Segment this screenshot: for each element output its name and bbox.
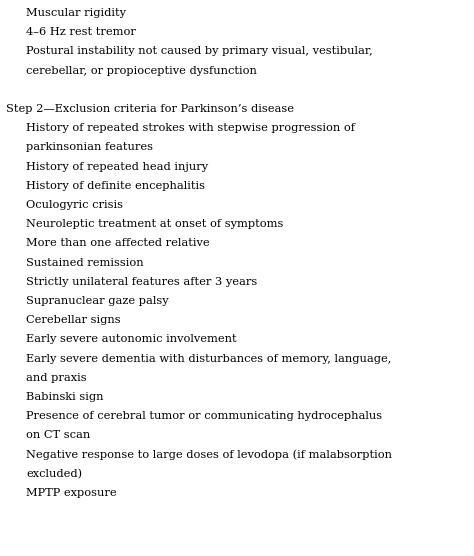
- Text: History of definite encephalitis: History of definite encephalitis: [26, 181, 205, 191]
- Text: 4–6 Hz rest tremor: 4–6 Hz rest tremor: [26, 27, 136, 37]
- Text: Early severe autonomic involvement: Early severe autonomic involvement: [26, 334, 237, 344]
- Text: Sustained remission: Sustained remission: [26, 257, 144, 267]
- Text: Presence of cerebral tumor or communicating hydrocephalus: Presence of cerebral tumor or communicat…: [26, 411, 382, 421]
- Text: Supranuclear gaze palsy: Supranuclear gaze palsy: [26, 296, 169, 306]
- Text: and praxis: and praxis: [26, 373, 87, 383]
- Text: History of repeated head injury: History of repeated head injury: [26, 162, 208, 172]
- Text: Strictly unilateral features after 3 years: Strictly unilateral features after 3 yea…: [26, 277, 257, 287]
- Text: cerebellar, or propioceptive dysfunction: cerebellar, or propioceptive dysfunction: [26, 66, 257, 76]
- Text: More than one affected relative: More than one affected relative: [26, 239, 210, 249]
- Text: Early severe dementia with disturbances of memory, language,: Early severe dementia with disturbances …: [26, 354, 392, 364]
- Text: MPTP exposure: MPTP exposure: [26, 488, 117, 498]
- Text: excluded): excluded): [26, 469, 82, 479]
- Text: Cerebellar signs: Cerebellar signs: [26, 315, 120, 325]
- Text: Negative response to large doses of levodopa (if malabsorption: Negative response to large doses of levo…: [26, 450, 392, 460]
- Text: parkinsonian features: parkinsonian features: [26, 142, 153, 152]
- Text: Postural instability not caused by primary visual, vestibular,: Postural instability not caused by prima…: [26, 46, 373, 56]
- Text: Neuroleptic treatment at onset of symptoms: Neuroleptic treatment at onset of sympto…: [26, 219, 283, 229]
- Text: Oculogyric crisis: Oculogyric crisis: [26, 200, 123, 210]
- Text: Muscular rigidity: Muscular rigidity: [26, 8, 126, 18]
- Text: Babinski sign: Babinski sign: [26, 392, 103, 402]
- Text: on CT scan: on CT scan: [26, 430, 90, 440]
- Text: Step 2—Exclusion criteria for Parkinson’s disease: Step 2—Exclusion criteria for Parkinson’…: [6, 104, 294, 114]
- Text: History of repeated strokes with stepwise progression of: History of repeated strokes with stepwis…: [26, 123, 355, 133]
